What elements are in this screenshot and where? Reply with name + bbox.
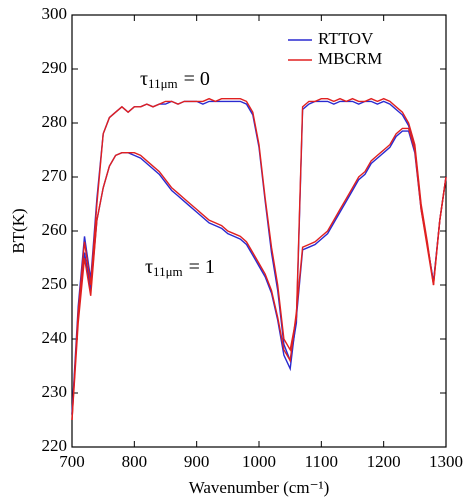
legend-label: MBCRM <box>318 49 382 68</box>
annotation-text: = 1 <box>189 256 215 278</box>
annotation-text: = 0 <box>184 68 210 90</box>
y-tick-label: 240 <box>42 328 68 347</box>
y-tick-label: 260 <box>42 220 68 239</box>
y-tick-label: 270 <box>42 166 68 185</box>
y-tick-label: 290 <box>42 58 68 77</box>
x-tick-label: 1000 <box>242 452 276 471</box>
y-tick-label: 230 <box>42 382 68 401</box>
series-line <box>71 97 447 421</box>
series-line <box>71 127 447 421</box>
x-tick-label: 1300 <box>429 452 463 471</box>
x-tick-label: 900 <box>184 452 210 471</box>
legend-label: RTTOV <box>318 29 374 48</box>
x-tick-label: 1100 <box>305 452 338 471</box>
x-axis-label: Wavenumber (cm⁻¹) <box>189 478 330 497</box>
x-tick-label: 700 <box>59 452 85 471</box>
annotation-subscript: 11μm <box>148 76 178 91</box>
y-axis-label: BT(K) <box>9 208 28 253</box>
y-tick-label: 250 <box>42 274 68 293</box>
annotation-symbol: τ <box>145 256 153 278</box>
annotation: τ11μm = 1 <box>145 256 215 279</box>
y-tick-label: 300 <box>42 4 68 23</box>
plot-frame <box>71 14 447 448</box>
annotation-symbol: τ <box>140 68 148 90</box>
annotation-subscript: 11μm <box>153 264 183 279</box>
x-tick-label: 1200 <box>367 452 401 471</box>
y-tick-label: 220 <box>42 436 68 455</box>
x-tick-label: 800 <box>122 452 148 471</box>
series-line <box>71 130 447 415</box>
y-tick-label: 280 <box>42 112 68 131</box>
annotation: τ11μm = 0 <box>140 68 210 91</box>
